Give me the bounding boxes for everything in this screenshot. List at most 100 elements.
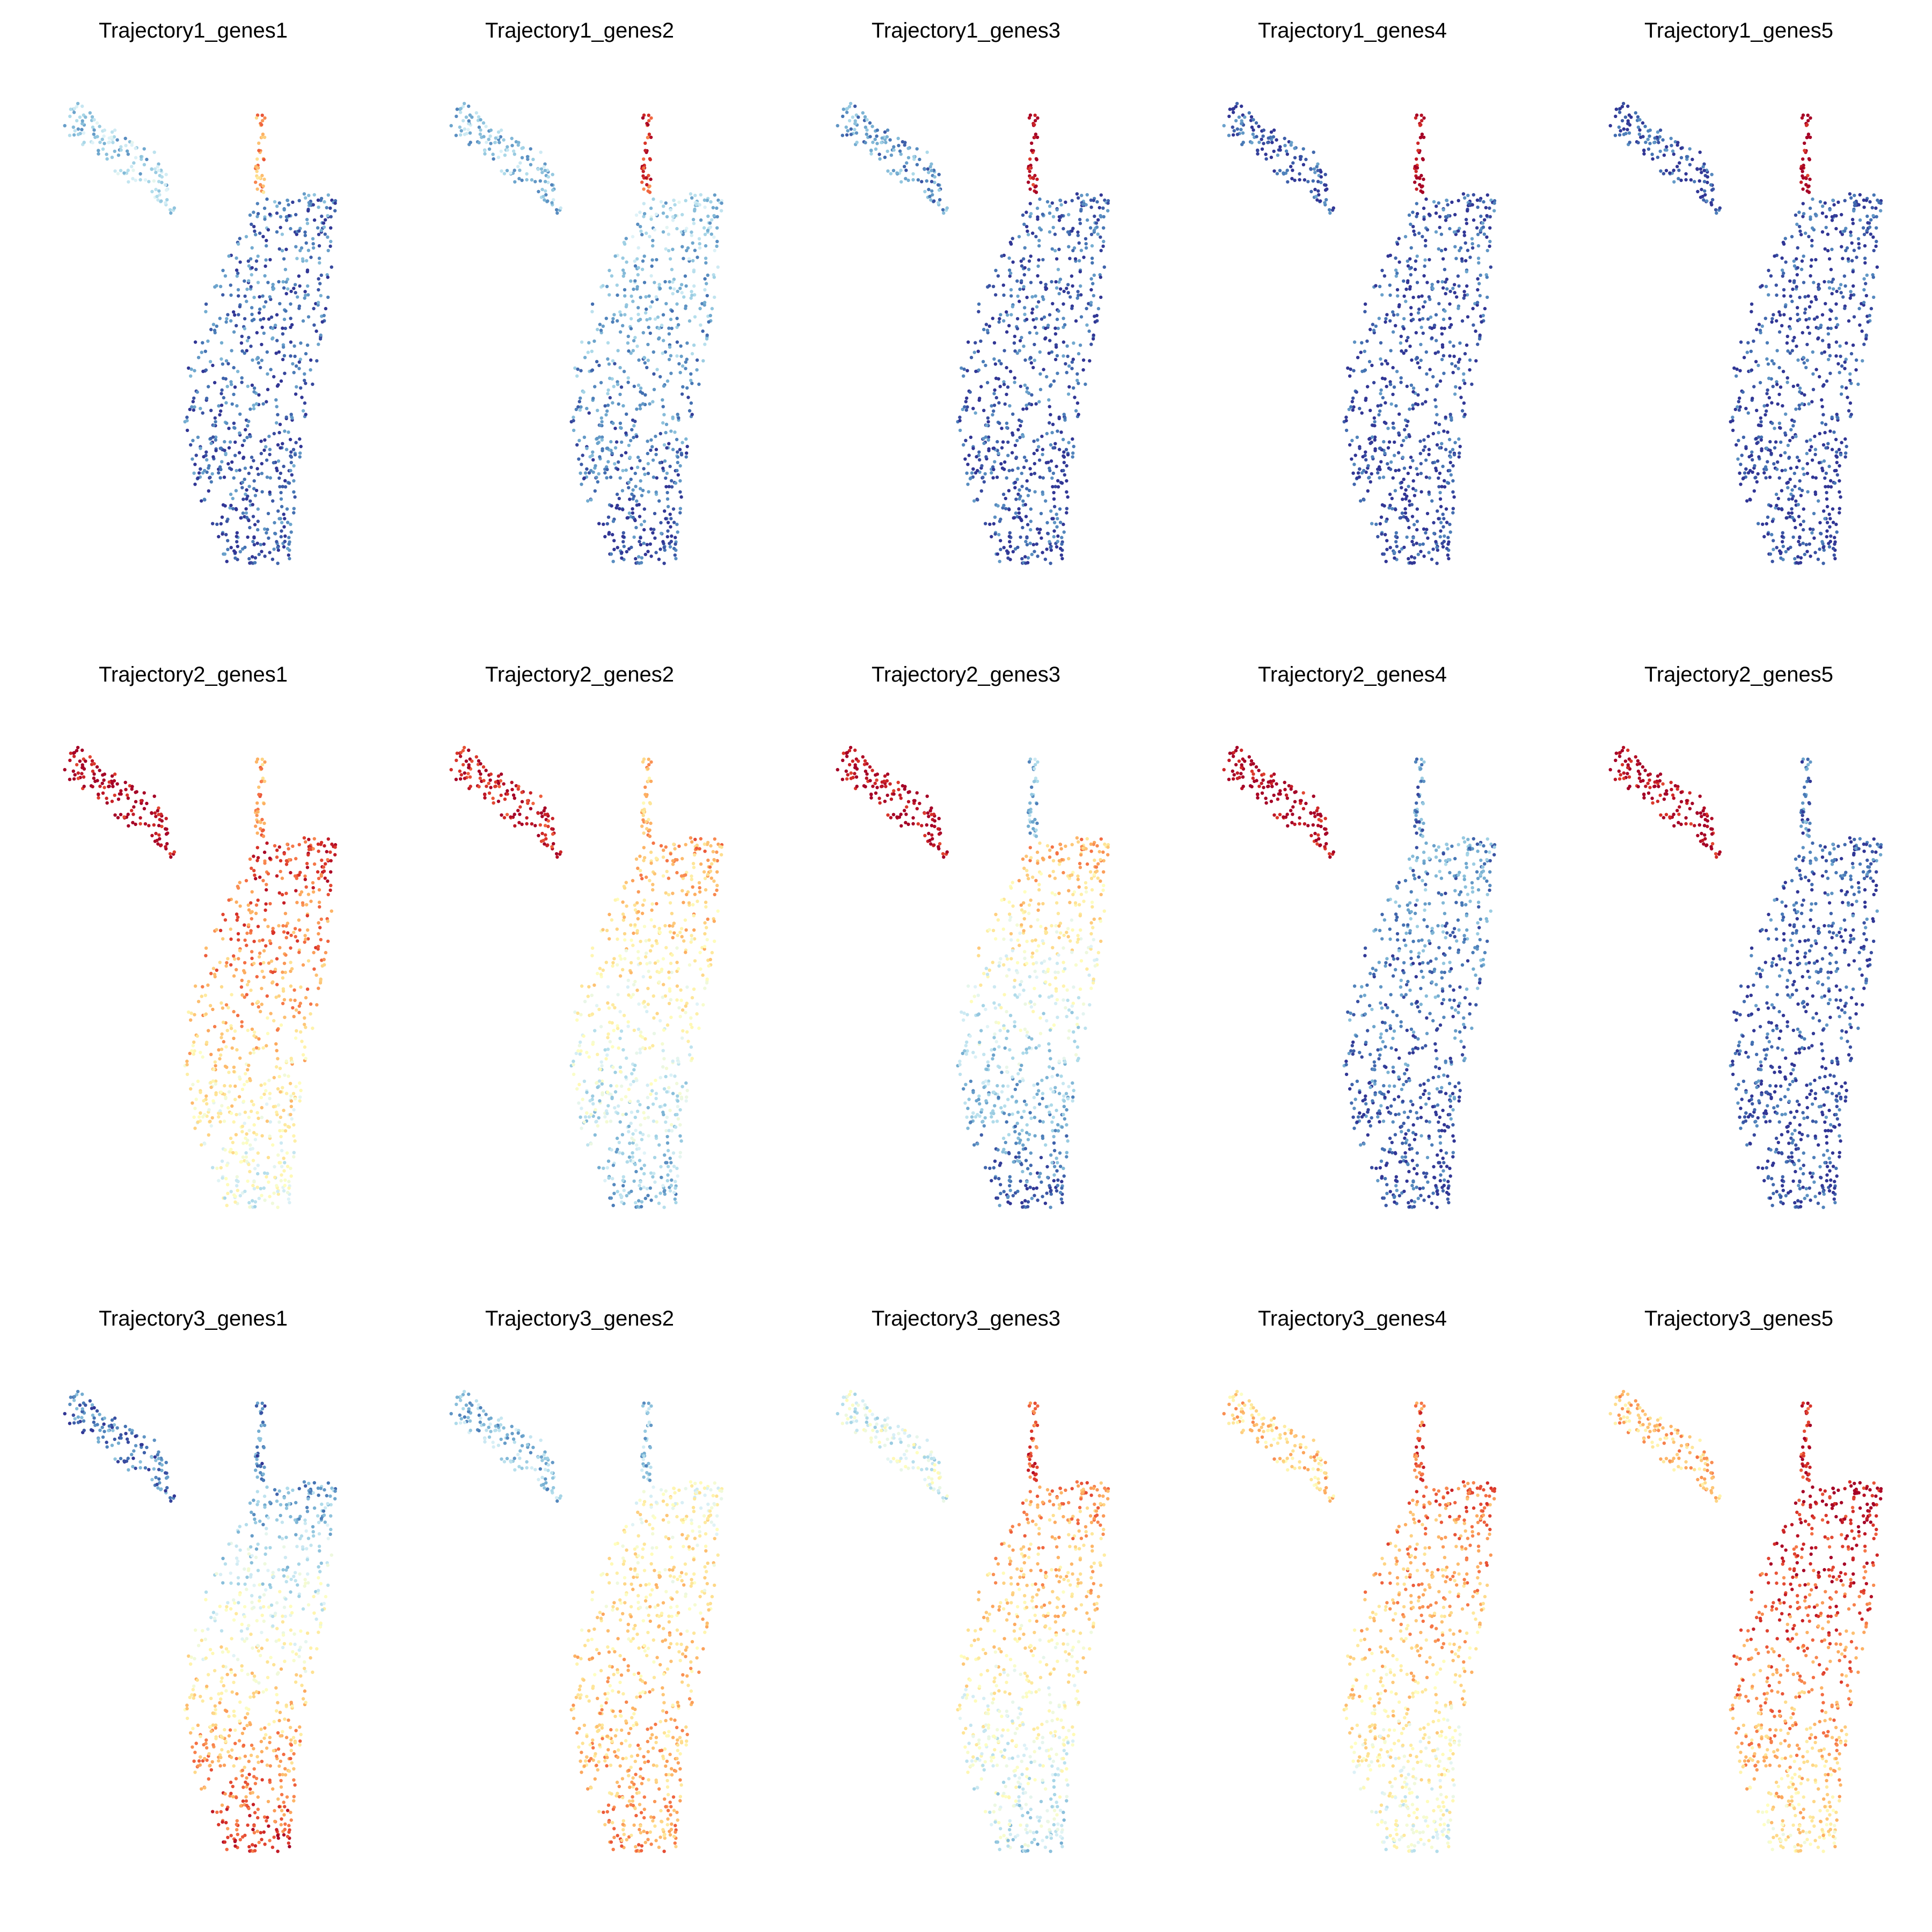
cell-point: [1276, 153, 1280, 157]
cell-point: [1091, 282, 1095, 286]
cell-point: [1830, 415, 1834, 419]
cell-point: [1029, 356, 1033, 360]
cell-point: [1435, 339, 1438, 342]
cell-point: [1790, 516, 1794, 519]
cell-point: [575, 443, 579, 447]
cell-point: [961, 407, 964, 412]
cell-point: [1406, 264, 1410, 268]
cell-point: [1240, 119, 1243, 123]
cell-point: [1820, 405, 1824, 408]
cell-point: [1838, 287, 1841, 290]
cell-point: [1871, 235, 1875, 239]
cell-point: [978, 458, 982, 462]
cell-point: [243, 351, 246, 355]
cell-point: [996, 552, 1000, 556]
cell-point: [299, 890, 304, 894]
cell-point: [1044, 282, 1048, 287]
cell-point: [259, 1187, 262, 1190]
cell-point: [1046, 324, 1050, 327]
cell-point: [233, 551, 237, 554]
cell-point: [883, 130, 887, 134]
cell-point: [277, 430, 281, 435]
cell-point: [1830, 218, 1834, 222]
cell-point: [715, 215, 719, 218]
cell-point: [260, 969, 264, 974]
cell-point: [1227, 114, 1231, 118]
cell-point: [1393, 440, 1396, 444]
cell-point: [1866, 320, 1870, 324]
cell-point: [159, 843, 163, 847]
cell-point: [238, 260, 242, 264]
cell-point: [1422, 217, 1426, 221]
cell-point: [580, 482, 583, 486]
cell-point: [1359, 499, 1363, 503]
cell-point: [1439, 529, 1443, 533]
cell-point: [546, 199, 550, 203]
cell-point: [689, 401, 693, 405]
cell-point: [1092, 273, 1096, 277]
cell-point: [1054, 280, 1058, 284]
cell-point: [1846, 257, 1850, 261]
cell-point: [1022, 222, 1026, 226]
cell-point: [1461, 192, 1466, 196]
cell-point: [1050, 476, 1054, 480]
cell-point: [863, 141, 867, 144]
cell-point: [1823, 280, 1826, 284]
cell-point: [227, 254, 231, 258]
cell-point: [1439, 504, 1443, 509]
cell-point: [1010, 451, 1014, 455]
cell-point: [257, 472, 260, 476]
cell-point: [1482, 232, 1486, 236]
cell-point: [699, 218, 703, 222]
cell-point: [257, 552, 261, 557]
cell-point: [1799, 267, 1804, 272]
cell-point: [942, 211, 946, 215]
cell-point: [1015, 317, 1020, 321]
cell-point: [1316, 169, 1320, 172]
cell-point: [653, 228, 657, 232]
cell-point: [286, 287, 290, 291]
cell-point: [1036, 554, 1040, 558]
cell-point: [1420, 133, 1424, 136]
cell-point: [1049, 548, 1053, 552]
cell-point: [284, 415, 288, 419]
cell-point: [1284, 149, 1289, 153]
cell-point: [669, 517, 673, 521]
cell-point: [1807, 184, 1811, 188]
cell-point: [467, 119, 471, 123]
cell-point: [294, 935, 297, 939]
cell-point: [1838, 344, 1842, 348]
cell-point: [1629, 115, 1633, 119]
cell-point: [1787, 456, 1791, 459]
cell-point: [1448, 226, 1452, 231]
cell-point: [636, 266, 640, 270]
cell-point: [648, 158, 652, 162]
cell-point: [1015, 279, 1019, 283]
cell-point: [1382, 274, 1387, 278]
cell-point: [304, 996, 308, 1000]
cell-point: [1034, 402, 1038, 406]
cell-point: [646, 550, 650, 553]
cell-point: [1400, 443, 1404, 448]
cell-point: [132, 805, 136, 809]
cell-point: [1081, 358, 1086, 362]
cell-point: [652, 197, 655, 201]
cell-point: [1309, 189, 1313, 194]
cell-point: [1316, 180, 1320, 184]
cell-point: [200, 994, 203, 998]
cell-point: [92, 776, 96, 780]
cell-point: [1614, 107, 1618, 111]
cell-point: [606, 404, 610, 407]
cell-point: [1838, 464, 1841, 468]
cell-point: [1271, 135, 1276, 139]
cell-point: [713, 248, 716, 253]
cell-point: [697, 237, 701, 241]
cell-point: [1018, 339, 1022, 343]
cell-point: [1409, 383, 1414, 387]
cell-point: [1261, 134, 1265, 138]
cell-point: [1362, 469, 1366, 473]
cell-point: [293, 1139, 297, 1143]
cell-point: [1399, 341, 1403, 345]
cell-point: [251, 515, 255, 518]
cell-point: [1636, 125, 1641, 129]
